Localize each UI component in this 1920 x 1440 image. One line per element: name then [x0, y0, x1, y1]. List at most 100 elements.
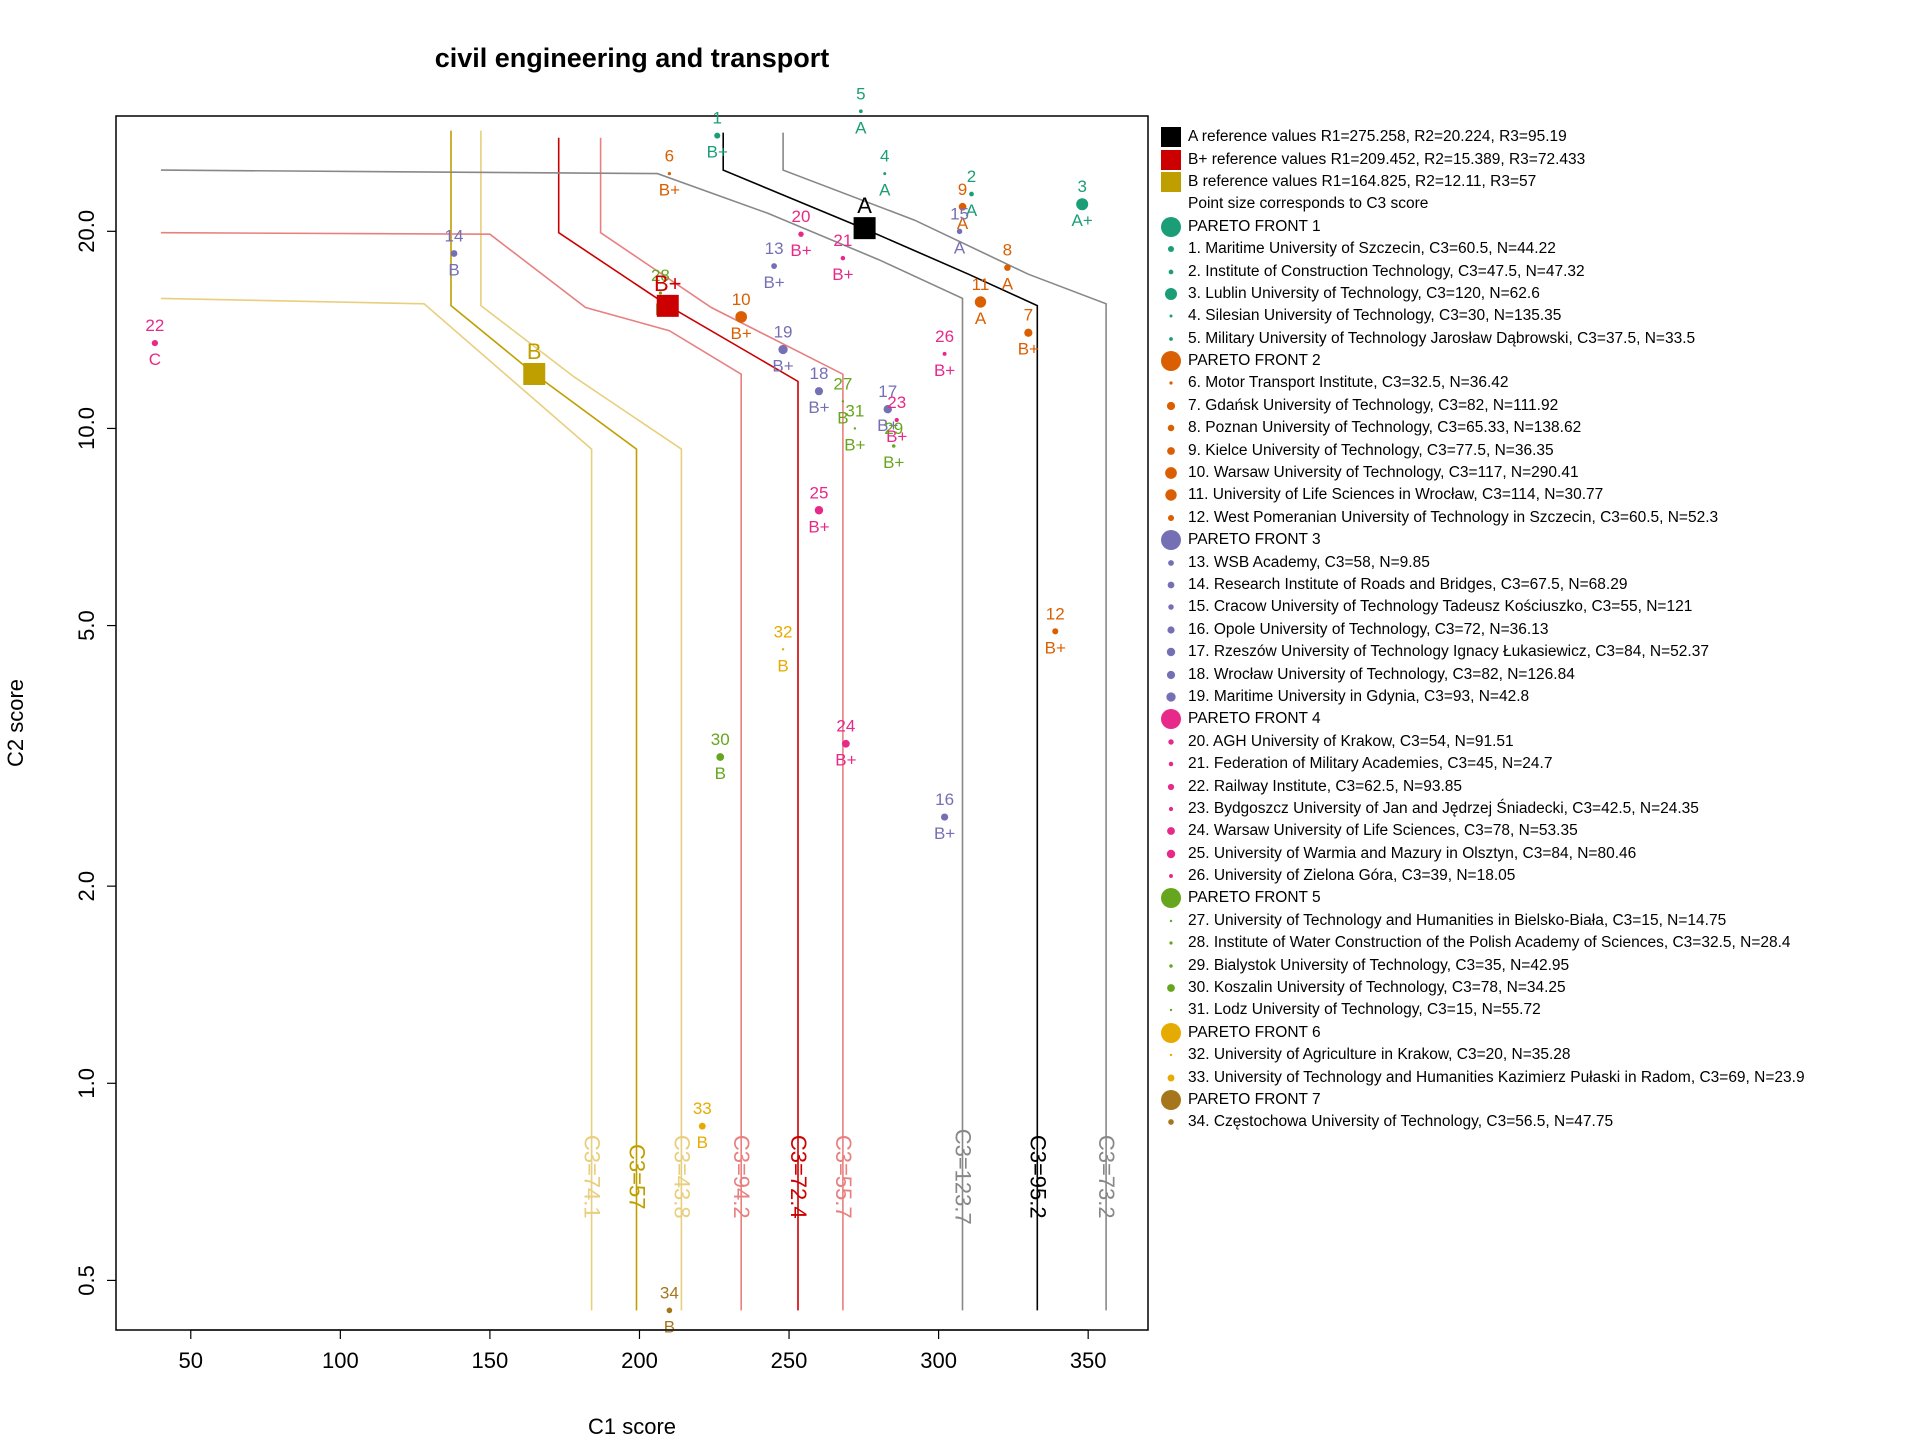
legend-text: 26. University of Zielona Góra, C3=39, N…: [1188, 867, 1516, 885]
data-point: [666, 1307, 673, 1314]
legend-point-entry: 23. Bydgoszcz University of Jan and Jędr…: [1158, 798, 1918, 820]
y-axis-label: C2 score: [3, 679, 28, 767]
y-tick-label: 20.0: [74, 210, 99, 253]
x-tick-label: 250: [771, 1348, 808, 1373]
data-point: [698, 1122, 706, 1130]
legend-point-entry: 7. Gdańsk University of Technology, C3=8…: [1158, 395, 1918, 417]
point-grade-label: A: [1002, 275, 1014, 294]
point-grade-label: B: [664, 1317, 675, 1336]
legend-symbol: [1158, 529, 1184, 551]
legend-symbol: [1158, 462, 1184, 484]
point-grade-label: B+: [790, 241, 811, 260]
data-point: [814, 387, 824, 396]
legend-text: 27. University of Technology and Humanit…: [1188, 911, 1727, 929]
legend-text: PARETO FRONT 7: [1188, 1090, 1321, 1108]
legend-text: PARETO FRONT 3: [1188, 531, 1321, 549]
point-id-label: 13: [765, 239, 784, 258]
legend: A reference values R1=275.258, R2=20.224…: [1158, 126, 1918, 1134]
contour-lines: [160, 130, 1107, 1311]
legend-text: 6. Motor Transport Institute, C3=32.5, N…: [1188, 374, 1509, 392]
point-id-label: 32: [774, 622, 793, 641]
legend-front-entry: PARETO FRONT 1: [1158, 216, 1918, 238]
legend-symbol: [1158, 977, 1184, 999]
y-tick-label: 5.0: [74, 610, 99, 641]
contour-label: C3=57: [624, 1144, 649, 1209]
legend-symbol: [1158, 619, 1184, 641]
legend-point-entry: 33. University of Technology and Humanit…: [1158, 1066, 1918, 1088]
point-grade-label: B: [777, 656, 788, 675]
contour-label: C3=74.1: [580, 1135, 605, 1219]
point-grade-label: B+: [883, 453, 904, 472]
reference-marker: [656, 294, 679, 317]
legend-text: 8. Poznan University of Technology, C3=6…: [1188, 419, 1582, 437]
point-grade-label: B+: [772, 356, 793, 375]
legend-point-entry: 12. West Pomeranian University of Techno…: [1158, 507, 1918, 529]
point-grade-label: B+: [808, 398, 829, 417]
legend-text: 12. West Pomeranian University of Techno…: [1188, 508, 1719, 526]
legend-symbol: [1158, 261, 1184, 283]
legend-point-entry: 27. University of Technology and Humanit…: [1158, 910, 1918, 932]
legend-point-entry: 26. University of Zielona Góra, C3=39, N…: [1158, 865, 1918, 887]
point-id-label: 23: [887, 393, 906, 412]
legend-symbol: [1158, 395, 1184, 417]
legend-symbol: [1158, 596, 1184, 618]
data-point: [894, 417, 899, 423]
point-grade-label: B: [448, 260, 459, 279]
legend-text: Point size corresponds to C3 score: [1188, 195, 1429, 213]
point-id-label: 20: [792, 207, 811, 226]
data-point: [841, 400, 845, 403]
legend-symbol: [1158, 372, 1184, 394]
contour-line: [782, 132, 1107, 1311]
legend-text: 9. Kielce University of Technology, C3=7…: [1188, 441, 1554, 459]
legend-symbol: [1158, 305, 1184, 327]
legend-symbol: [1158, 708, 1184, 730]
legend-symbol: [1158, 1067, 1184, 1089]
data-point: [714, 132, 721, 139]
point-id-label: 4: [880, 147, 889, 166]
legend-front-entry: PARETO FRONT 6: [1158, 1022, 1918, 1044]
data-point: [658, 291, 663, 295]
point-grade-label: B+: [832, 265, 853, 284]
point-grade-label: B: [837, 408, 848, 427]
legend-symbol: [1158, 999, 1184, 1021]
legend-text: 10. Warsaw University of Technology, C3=…: [1188, 464, 1579, 482]
legend-reference-entry: B+ reference values R1=209.452, R2=15.38…: [1158, 148, 1918, 170]
legend-text: 13. WSB Academy, C3=58, N=9.85: [1188, 553, 1430, 571]
contour-line: [450, 130, 638, 1311]
legend-symbol: [1158, 350, 1184, 372]
point-id-label: 26: [935, 327, 954, 346]
legend-symbol: [1158, 910, 1184, 932]
point-id-label: 9: [958, 180, 967, 199]
legend-point-entry: 20. AGH University of Krakow, C3=54, N=9…: [1158, 731, 1918, 753]
legend-symbol: [1158, 171, 1184, 193]
legend-text: 19. Maritime University in Gdynia, C3=93…: [1188, 687, 1530, 705]
legend-symbol: [1158, 753, 1184, 775]
legend-text: 28. Institute of Water Construction of t…: [1188, 934, 1791, 952]
point-id-label: 8: [1003, 241, 1012, 260]
data-point: [840, 255, 846, 261]
legend-symbol: [1158, 417, 1184, 439]
data-point: [969, 191, 974, 197]
legend-point-entry: 21. Federation of Military Academies, C3…: [1158, 753, 1918, 775]
legend-point-entry: 8. Poznan University of Technology, C3=6…: [1158, 417, 1918, 439]
legend-point-entry: 2. Institute of Construction Technology,…: [1158, 260, 1918, 282]
point-grade-label: B+: [835, 751, 856, 770]
point-grade-label: A: [954, 238, 966, 257]
legend-text: 21. Federation of Military Academies, C3…: [1188, 755, 1553, 773]
chart-title: civil engineering and transport: [435, 43, 830, 73]
legend-point-entry: 16. Opole University of Technology, C3=7…: [1158, 619, 1918, 641]
contour-label: C3=73.2: [1094, 1135, 1119, 1219]
data-point: [716, 753, 725, 761]
point-id-label: 30: [711, 730, 730, 749]
point-id-label: 1: [713, 109, 722, 128]
legend-text: 17. Rzeszów University of Technology Ign…: [1188, 643, 1709, 661]
legend-note: Point size corresponds to C3 score: [1158, 193, 1918, 215]
data-point: [735, 311, 748, 323]
point-id-label: 14: [445, 226, 464, 245]
point-grade-label: A: [855, 118, 867, 137]
contour-label: C3=72.4: [786, 1135, 811, 1219]
legend-symbol: [1158, 686, 1184, 708]
data-point: [798, 231, 804, 237]
legend-text: 31. Lodz University of Technology, C3=15…: [1188, 1001, 1541, 1019]
